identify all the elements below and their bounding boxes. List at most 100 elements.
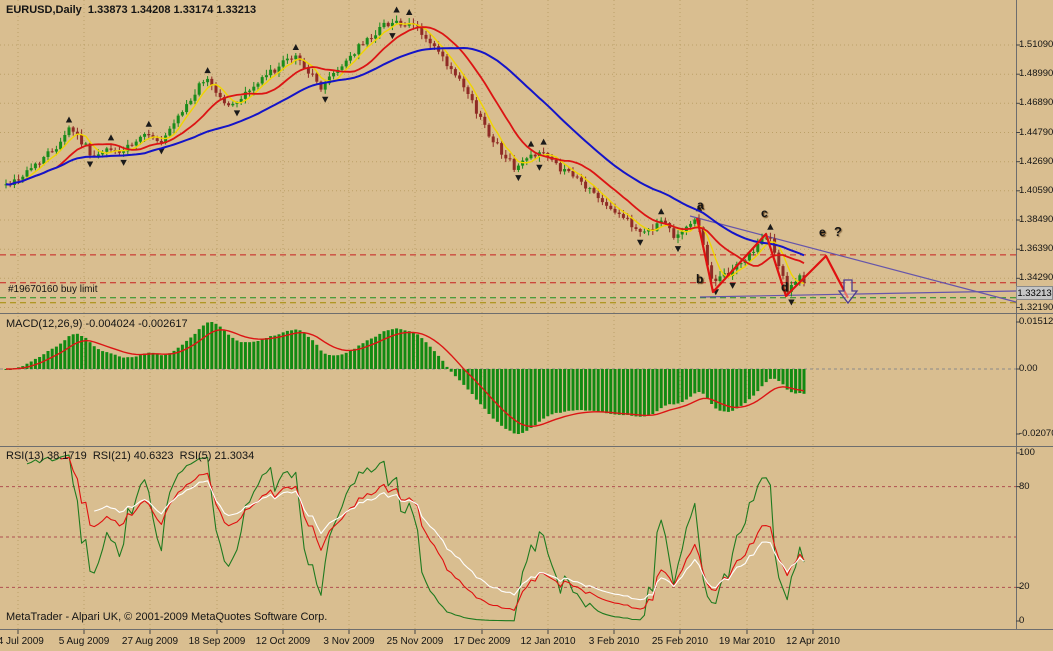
candle[interactable] [260, 77, 264, 84]
candle[interactable] [483, 116, 487, 125]
down-arrow-annotation[interactable] [837, 279, 859, 305]
candle[interactable] [479, 113, 483, 117]
candle[interactable] [29, 168, 33, 171]
candle[interactable] [584, 181, 588, 189]
candle[interactable] [449, 66, 453, 70]
candle[interactable] [143, 134, 147, 137]
candle[interactable] [491, 136, 495, 143]
candle[interactable] [159, 140, 163, 143]
candle[interactable] [277, 66, 281, 73]
candle[interactable] [642, 231, 646, 233]
candle[interactable] [500, 143, 504, 155]
candle[interactable] [176, 115, 180, 124]
candle[interactable] [760, 237, 764, 245]
candle[interactable] [386, 22, 390, 27]
candle[interactable] [718, 276, 722, 281]
down-arrow-icon[interactable] [837, 279, 859, 305]
candle[interactable] [365, 38, 369, 45]
candle[interactable] [361, 44, 365, 46]
candle[interactable] [201, 82, 205, 84]
candle[interactable] [617, 212, 621, 214]
ma-lines[interactable] [5, 22, 805, 285]
candle[interactable] [210, 78, 214, 86]
candle[interactable] [567, 169, 571, 172]
candle[interactable] [138, 136, 142, 142]
candle[interactable] [672, 228, 676, 238]
candle[interactable] [50, 151, 54, 153]
candle[interactable] [554, 159, 558, 164]
candle[interactable] [533, 154, 537, 157]
candle[interactable] [25, 170, 29, 177]
elliott-wave-zigzag[interactable] [695, 217, 849, 299]
candle[interactable] [710, 265, 714, 279]
candle[interactable] [773, 238, 777, 253]
candle[interactable] [88, 143, 92, 156]
candle[interactable] [197, 83, 201, 95]
candle[interactable] [193, 94, 197, 101]
candle[interactable] [54, 149, 58, 152]
candle[interactable] [273, 69, 277, 73]
candle[interactable] [46, 151, 50, 157]
candle[interactable] [235, 102, 239, 104]
candle[interactable] [206, 78, 210, 83]
candle[interactable] [227, 103, 231, 106]
candle[interactable] [525, 158, 529, 161]
candle[interactable] [369, 38, 373, 40]
candle[interactable] [575, 176, 579, 178]
candle[interactable] [21, 176, 25, 180]
candle[interactable] [122, 151, 126, 153]
candle[interactable] [563, 169, 567, 172]
candle[interactable] [311, 73, 315, 75]
candle[interactable] [794, 281, 798, 285]
candle[interactable] [231, 103, 235, 106]
candle[interactable] [470, 94, 474, 101]
candle[interactable] [458, 75, 462, 79]
candle[interactable] [605, 202, 609, 206]
candle[interactable] [96, 154, 100, 157]
candle[interactable] [600, 198, 604, 203]
candle[interactable] [466, 87, 470, 94]
candle[interactable] [327, 76, 331, 84]
candle[interactable] [290, 58, 294, 60]
candle[interactable] [256, 83, 260, 87]
candle[interactable] [512, 158, 516, 170]
candle[interactable] [508, 158, 512, 160]
candle[interactable] [185, 104, 189, 113]
candle[interactable] [714, 278, 718, 281]
candle[interactable] [248, 90, 252, 92]
candle[interactable] [264, 75, 268, 78]
candle[interactable] [638, 229, 642, 232]
candle[interactable] [579, 177, 583, 182]
candle[interactable] [281, 60, 285, 67]
candle[interactable] [781, 266, 785, 276]
candle[interactable] [348, 55, 352, 61]
trendline[interactable] [689, 215, 1017, 303]
candle[interactable] [634, 227, 638, 229]
candle[interactable] [731, 269, 735, 276]
candle[interactable] [676, 234, 680, 238]
candle[interactable] [588, 188, 592, 190]
candle[interactable] [768, 237, 772, 239]
candle[interactable] [474, 100, 478, 114]
candle[interactable] [117, 150, 121, 153]
candle[interactable] [214, 85, 218, 93]
candle[interactable] [218, 92, 222, 98]
candle[interactable] [403, 25, 407, 27]
candle[interactable] [109, 148, 113, 150]
candle[interactable] [621, 214, 625, 218]
candle[interactable] [252, 86, 256, 91]
candle[interactable] [306, 68, 310, 74]
trendlines[interactable] [689, 215, 1017, 303]
candle[interactable] [294, 55, 298, 60]
ma-line-fast[interactable] [5, 22, 805, 285]
candle[interactable] [323, 83, 327, 90]
candle[interactable] [302, 60, 306, 69]
candle[interactable] [529, 154, 533, 159]
candle[interactable] [172, 123, 176, 129]
ma-line-slow[interactable] [5, 47, 805, 257]
candle[interactable] [747, 252, 751, 261]
candle[interactable] [340, 66, 344, 70]
candle[interactable] [609, 205, 613, 209]
candle[interactable] [38, 163, 42, 165]
candle[interactable] [168, 128, 172, 136]
